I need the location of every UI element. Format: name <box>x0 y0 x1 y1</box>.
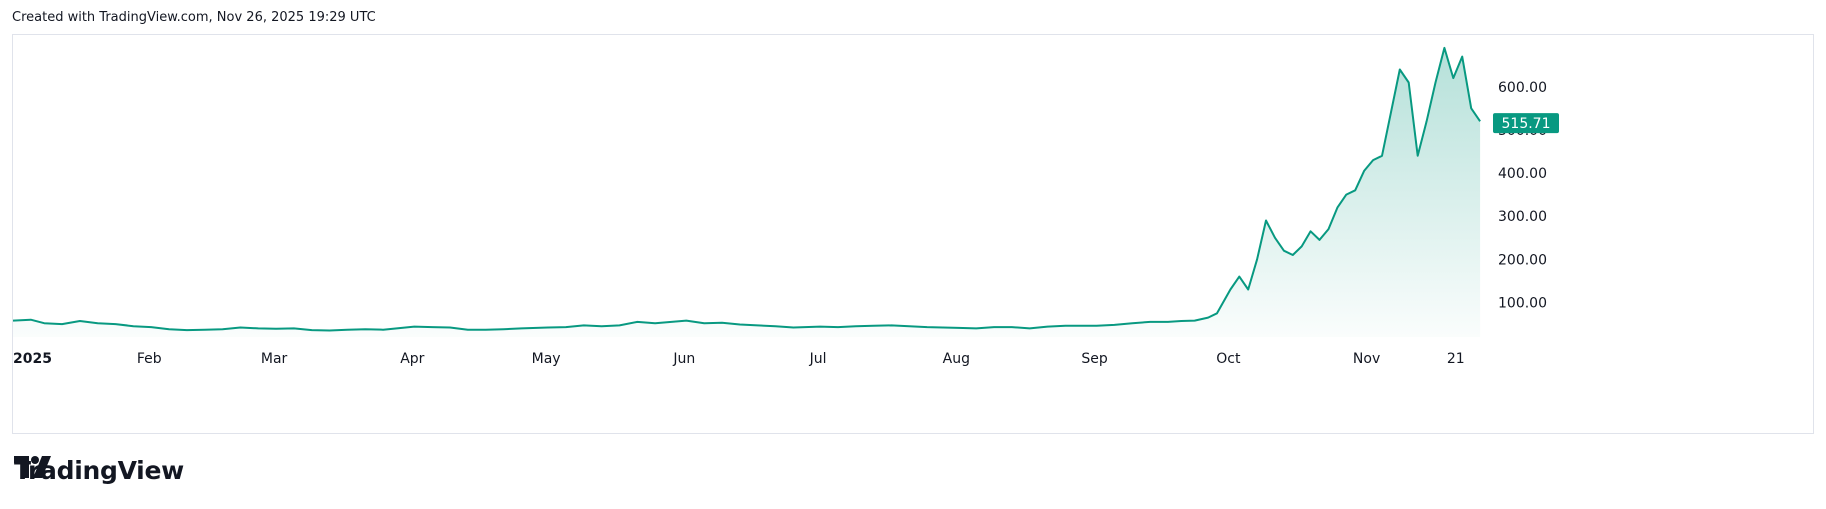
y-tick-label: 400.00 <box>1498 166 1547 182</box>
created-with-caption: Created with TradingView.com, Nov 26, 20… <box>12 10 376 25</box>
last-price-label: 515.71 <box>1502 116 1551 132</box>
x-tick-label: Oct <box>1216 351 1241 367</box>
y-tick-label: 300.00 <box>1498 209 1547 225</box>
tradingview-logo[interactable]: TradingView <box>14 456 184 485</box>
x-tick-label: Apr <box>400 351 424 367</box>
x-tick-label: May <box>532 351 561 367</box>
x-tick-label: 21 <box>1447 351 1465 367</box>
x-tick-label: Nov <box>1353 351 1380 367</box>
x-tick-label: Sep <box>1081 351 1108 367</box>
x-tick-label: Mar <box>261 351 288 367</box>
y-tick-label: 200.00 <box>1498 252 1547 268</box>
y-tick-label: 100.00 <box>1498 295 1547 311</box>
x-tick-label: Aug <box>943 351 970 367</box>
x-tick-label: Jul <box>809 351 827 367</box>
price-series-line <box>13 46 1481 332</box>
last-price-tag <box>1493 113 1559 134</box>
x-tick-label: Jun <box>672 351 695 367</box>
x-tick-label: Feb <box>137 351 162 367</box>
price-area-fill <box>13 47 1481 338</box>
y-tick-label: 600.00 <box>1498 80 1547 96</box>
tv-logo-icon <box>14 456 51 478</box>
x-tick-label: 2025 <box>13 351 52 367</box>
